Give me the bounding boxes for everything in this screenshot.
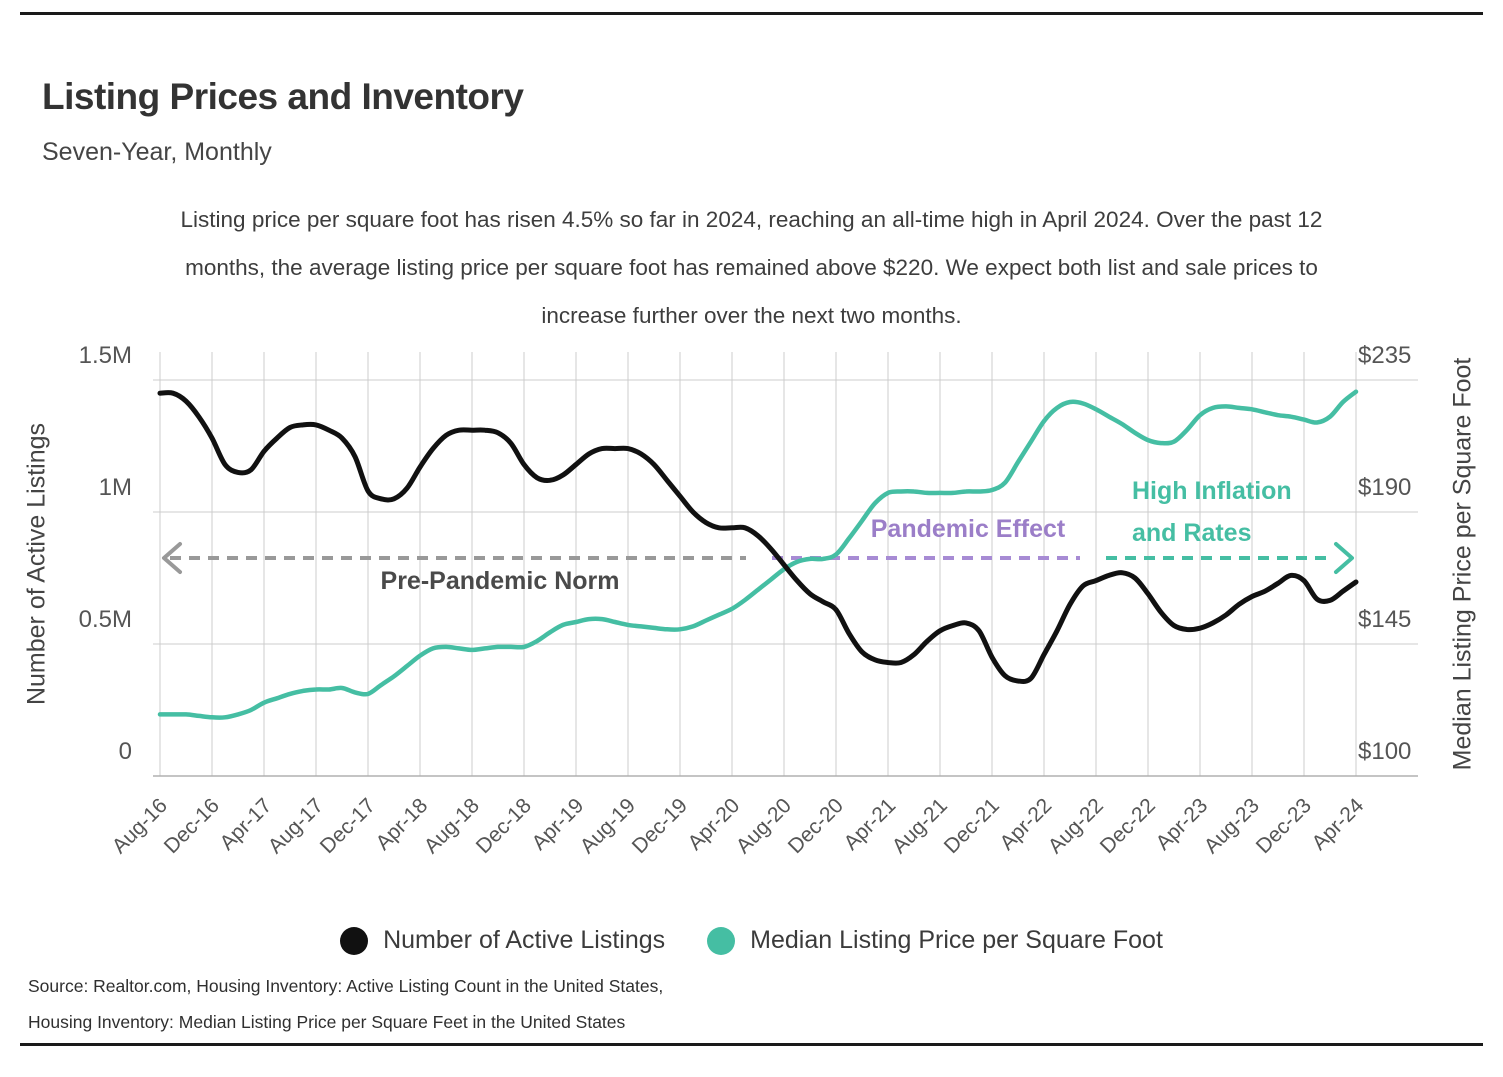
right-axis-tick-label: $100 (1358, 738, 1412, 765)
page-subtitle: Seven-Year, Monthly (42, 138, 272, 166)
right-axis-title: Median Listing Price per Square Foot (1448, 357, 1477, 771)
top-divider (20, 12, 1483, 15)
annotation-high-inflation-line2: and Rates (1132, 519, 1252, 547)
price-legend-dot-icon (707, 926, 736, 955)
chart-description-line2: months, the average listing price per sq… (185, 255, 1318, 280)
chart-description-line1: Listing price per square foot has risen … (180, 207, 1323, 232)
left-axis-tick-label: 0 (118, 738, 132, 765)
legend-item-listings: Number of Active Listings (340, 926, 665, 955)
left-axis-tick-label: 1.5M (78, 342, 132, 369)
page-title: Listing Prices and Inventory (42, 76, 524, 117)
annotation-high-inflation-line1: High Inflation (1132, 477, 1292, 505)
legend: Number of Active Listings Median Listing… (0, 926, 1503, 955)
chart-description: Listing price per square foot has risen … (0, 196, 1503, 340)
legend-label-listings: Number of Active Listings (383, 926, 666, 954)
left-axis-tick-label: 1M (98, 474, 132, 501)
right-axis-tick-label: $235 (1358, 342, 1412, 369)
left-axis-title: Number of Active Listings (22, 422, 51, 706)
source-line-2: Housing Inventory: Median Listing Price … (28, 1012, 626, 1032)
source-line-1: Source: Realtor.com, Housing Inventory: … (28, 976, 664, 996)
left-axis-tick-label: 0.5M (78, 606, 132, 633)
right-axis-tick-label: $190 (1358, 474, 1412, 501)
right-axis-tick-label: $145 (1358, 606, 1412, 633)
listings-legend-dot-icon (340, 926, 369, 955)
bottom-divider (20, 1043, 1483, 1046)
annotation-pre-pandemic-norm: Pre-Pandemic Norm (380, 567, 620, 595)
annotation-high-inflation-and-rates: High Inflation and Rates (1132, 470, 1292, 554)
legend-label-price: Median Listing Price per Square Foot (750, 926, 1163, 954)
annotation-pandemic-effect: Pandemic Effect (870, 515, 1066, 543)
chart-description-line3: increase further over the next two month… (541, 303, 962, 328)
legend-item-price: Median Listing Price per Square Foot (707, 926, 1163, 955)
